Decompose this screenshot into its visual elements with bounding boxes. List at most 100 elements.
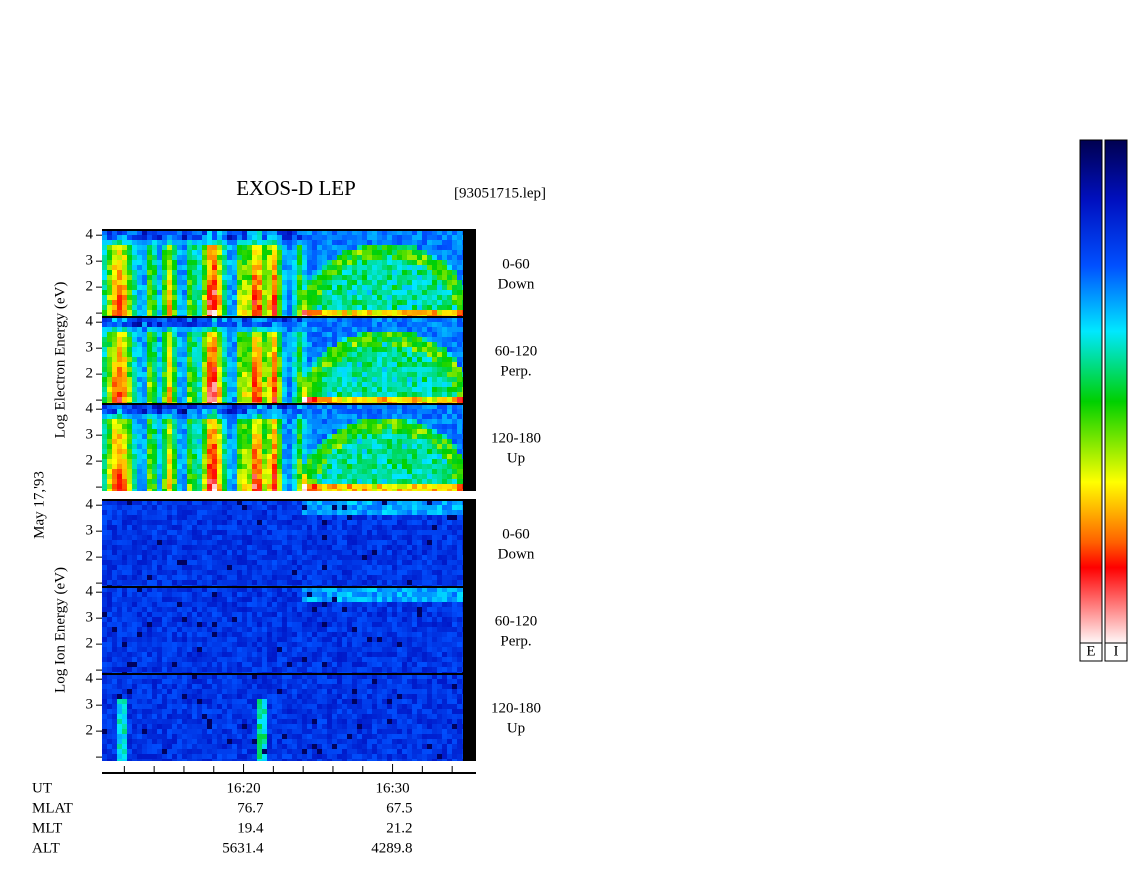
spectrogram-cell (277, 515, 282, 520)
spectrogram-cell (387, 474, 392, 479)
spectrogram-cell (372, 245, 377, 250)
spectrogram-cell (142, 479, 147, 484)
spectrogram-cell (457, 372, 462, 377)
spectrogram-cell (282, 327, 287, 332)
spectrogram-cell (247, 240, 252, 245)
spectrogram-cell (107, 367, 112, 372)
spectrogram-cell (207, 255, 212, 260)
spectrogram-cell (302, 372, 307, 377)
spectrogram-cell (402, 310, 407, 315)
spectrogram-cell (302, 397, 307, 402)
spectrogram-cell (187, 255, 192, 260)
spectrogram-cell (197, 300, 202, 305)
spectrogram-cell (197, 372, 202, 377)
spectrogram-cell (337, 260, 342, 265)
spectrogram-cell (417, 484, 422, 489)
spectrogram-cell (172, 459, 177, 464)
spectrogram-cell (152, 332, 157, 337)
spectrogram-cell (197, 439, 202, 444)
spectrogram-cell (302, 322, 307, 327)
spectrogram-cell (137, 459, 142, 464)
spectrogram-cell (362, 550, 367, 555)
spectrogram-cell (177, 464, 182, 469)
spectrogram-cell (227, 520, 232, 525)
spectrogram-cell (352, 265, 357, 270)
spectrogram-cell (267, 250, 272, 255)
spectrogram-cell (447, 474, 452, 479)
spectrogram-cell (167, 322, 172, 327)
spectrogram-cell (312, 464, 317, 469)
spectrogram-cell (127, 265, 132, 270)
spectrogram-cell (187, 337, 192, 342)
spectrogram-cell (317, 387, 322, 392)
spectrogram-cell (352, 545, 357, 550)
spectrogram-cell (392, 484, 397, 489)
spectrogram-cell (332, 449, 337, 454)
spectrogram-cell (332, 310, 337, 315)
spectrogram-cell (452, 387, 457, 392)
spectrogram-cell (207, 250, 212, 255)
spectrogram-cell (322, 392, 327, 397)
spectrogram-cell (242, 414, 247, 419)
spectrogram-cell (107, 285, 112, 290)
spectrogram-cell (207, 520, 212, 525)
spectrogram-cell (297, 414, 302, 419)
spectrogram-cell (377, 545, 382, 550)
spectrogram-cell (182, 555, 187, 560)
spectrogram-cell (192, 275, 197, 280)
spectrogram-cell (177, 540, 182, 545)
spectrogram-cell (402, 474, 407, 479)
spectrogram-cell (442, 535, 447, 540)
spectrogram-cell (227, 484, 232, 489)
spectrogram-cell (242, 489, 247, 491)
spectrogram-cell (397, 280, 402, 285)
spectrogram-cell (152, 392, 157, 397)
spectrogram-cell (392, 489, 397, 491)
spectrogram-cell (392, 327, 397, 332)
spectrogram-cell (407, 392, 412, 397)
spectrogram-cell (457, 280, 462, 285)
spectrogram-cell (107, 535, 112, 540)
spectrogram-cell (387, 367, 392, 372)
spectrogram-cell (427, 474, 432, 479)
spectrogram-cell (282, 285, 287, 290)
spectrogram-cell (327, 240, 332, 245)
spectrogram-cell (157, 505, 162, 510)
spectrogram-cell (392, 250, 397, 255)
spectrogram-cell (237, 377, 242, 382)
spectrogram-cell (247, 285, 252, 290)
spectrogram-cell (197, 560, 202, 565)
spectrogram-cell (202, 525, 207, 530)
spectrogram-cell (252, 347, 257, 352)
spectrogram-cell (367, 377, 372, 382)
spectrogram-cell (162, 310, 167, 315)
spectrogram-cell (237, 240, 242, 245)
spectrogram-cell (352, 560, 357, 565)
spectrogram-cell (437, 300, 442, 305)
spectrogram-cell (352, 322, 357, 327)
spectrogram-cell (217, 265, 222, 270)
spectrogram-cell (167, 260, 172, 265)
spectrogram-cell (142, 290, 147, 295)
spectrogram-cell (407, 464, 412, 469)
spectrogram-cell (137, 295, 142, 300)
spectrogram-cell (432, 419, 437, 424)
spectrogram-cell (357, 332, 362, 337)
spectrogram-cell (287, 449, 292, 454)
spectrogram-cell (282, 250, 287, 255)
spectrogram-cell (442, 525, 447, 530)
spectrogram-cell (127, 459, 132, 464)
spectrogram-cell (262, 535, 267, 540)
spectrogram-cell (397, 414, 402, 419)
spectrogram-cell (262, 419, 267, 424)
spectrogram-cell (182, 530, 187, 535)
spectrogram-cell (417, 540, 422, 545)
spectrogram-cell (242, 515, 247, 520)
spectrogram-cell (452, 250, 457, 255)
spectrogram-cell (322, 295, 327, 300)
spectrogram-cell (262, 260, 267, 265)
spectrogram-cell (207, 342, 212, 347)
spectrogram-cell (187, 434, 192, 439)
spectrogram-cell (107, 235, 112, 240)
spectrogram-cell (132, 357, 137, 362)
